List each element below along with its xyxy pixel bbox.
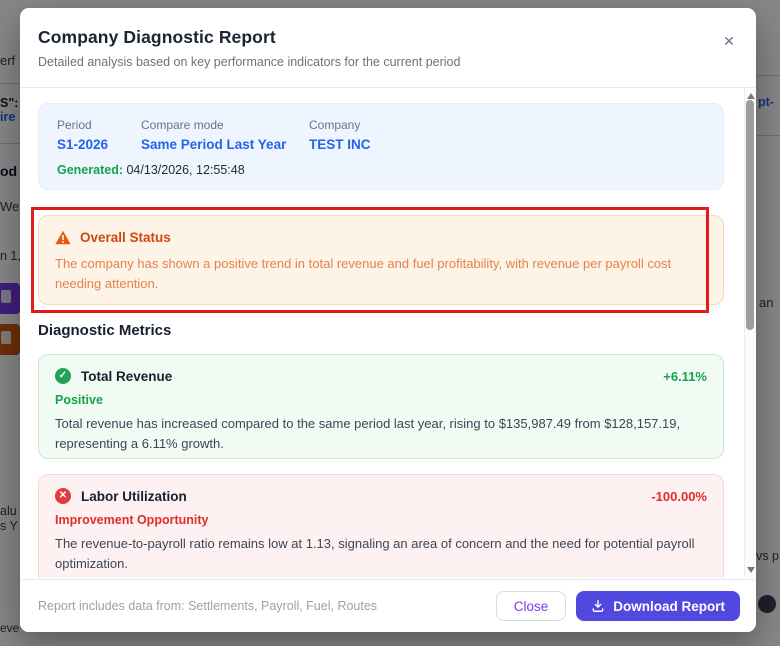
overall-status-title: Overall Status: [80, 230, 171, 245]
report-info-fields: Period S1-2026 Compare mode Same Period …: [57, 118, 705, 152]
modal-body: Period S1-2026 Compare mode Same Period …: [20, 88, 756, 578]
overall-status-box: Overall Status The company has shown a p…: [38, 215, 724, 305]
metric-status-label: Positive: [55, 393, 103, 407]
info-value: Same Period Last Year: [141, 137, 287, 152]
metric-description: Total revenue has increased compared to …: [55, 416, 681, 452]
warning-icon: [55, 230, 71, 245]
overall-status-section: Overall Status The company has shown a p…: [31, 207, 724, 313]
cross-circle-icon: ✕: [55, 488, 71, 504]
scrollbar-thumb[interactable]: [746, 100, 754, 330]
diagnostic-report-modal: Company Diagnostic Report Detailed analy…: [20, 8, 756, 632]
info-value: S1-2026: [57, 137, 109, 152]
metric-name: Total Revenue: [81, 368, 173, 384]
info-field-period: Period S1-2026: [57, 118, 141, 152]
bg-text-fragment: eve: [0, 621, 20, 635]
metric-change-value: +6.11%: [663, 368, 707, 384]
info-label: Company: [309, 118, 361, 132]
bg-text-fragment: od: [0, 163, 18, 179]
bg-text-fragment: erf: [0, 53, 16, 68]
scroll-down-arrow-icon[interactable]: [747, 567, 755, 573]
bg-divider: [756, 135, 780, 136]
modal-title: Company Diagnostic Report: [38, 27, 276, 47]
info-field-compare-mode: Compare mode Same Period Last Year: [141, 118, 309, 152]
modal-subtitle: Detailed analysis based on key performan…: [38, 55, 461, 69]
close-button[interactable]: Close: [495, 591, 567, 621]
bg-link-fragment: pt-: [758, 95, 774, 109]
bg-text-fragment: We: [0, 199, 20, 214]
download-button-label: Download Report: [613, 598, 725, 614]
check-circle-icon: ✓: [55, 368, 71, 384]
diagnostic-metrics-heading: Diagnostic Metrics: [38, 322, 172, 339]
bg-export-icon: [0, 324, 20, 355]
info-value: TEST INC: [309, 137, 371, 152]
metric-card-labor-utilization: ✕ Labor Utilization -100.00% Improvement…: [38, 474, 724, 578]
bg-divider: [0, 143, 20, 144]
bg-link-fragment: ire: [0, 110, 16, 124]
overall-status-header: Overall Status: [55, 230, 707, 245]
bg-text-fragment: alu: [0, 504, 17, 518]
download-icon: [592, 600, 604, 612]
info-label: Compare mode: [141, 118, 224, 132]
metric-header: ✕ Labor Utilization -100.00%: [55, 488, 707, 504]
bg-document-icon: [0, 283, 20, 314]
bg-divider: [756, 75, 780, 76]
footer-actions: Close Download Report: [495, 591, 740, 621]
download-report-button[interactable]: Download Report: [576, 591, 740, 621]
document-glyph: [1, 290, 11, 303]
modal-header: Company Diagnostic Report Detailed analy…: [20, 8, 756, 88]
generated-timestamp: Generated: 04/13/2026, 12:55:48: [57, 163, 705, 177]
generated-value: 04/13/2026, 12:55:48: [126, 163, 245, 177]
document-glyph: [1, 331, 11, 344]
info-field-company: Company TEST INC: [309, 118, 371, 152]
scroll-up-arrow-icon[interactable]: [747, 93, 755, 99]
overall-status-description: The company has shown a positive trend i…: [55, 256, 672, 292]
close-icon[interactable]: ✕: [718, 30, 740, 52]
metric-change-value: -100.00%: [651, 488, 707, 504]
metric-status-label: Improvement Opportunity: [55, 513, 209, 527]
report-content: Period S1-2026 Compare mode Same Period …: [31, 103, 724, 578]
bg-text-fragment: an: [759, 295, 774, 310]
bg-text-fragment: vs p: [756, 549, 779, 563]
metric-description: The revenue-to-payroll ratio remains low…: [55, 536, 695, 572]
modal-footer: Report includes data from: Settlements, …: [20, 579, 756, 632]
modal-scrollbar[interactable]: [744, 88, 755, 578]
generated-label: Generated:: [57, 163, 123, 177]
bg-divider: [0, 83, 20, 84]
metric-name: Labor Utilization: [81, 488, 187, 504]
bg-text-fragment: s Y: [0, 519, 18, 533]
bg-text-fragment: n 1,: [0, 249, 21, 263]
report-info-box: Period S1-2026 Compare mode Same Period …: [38, 103, 724, 190]
info-label: Period: [57, 118, 92, 132]
data-sources-note: Report includes data from: Settlements, …: [38, 599, 378, 613]
bg-text-fragment: S":: [0, 96, 19, 110]
bg-round-button: [758, 595, 776, 613]
metric-header: ✓ Total Revenue +6.11%: [55, 368, 707, 384]
metric-card-total-revenue: ✓ Total Revenue +6.11% Positive Total re…: [38, 354, 724, 459]
